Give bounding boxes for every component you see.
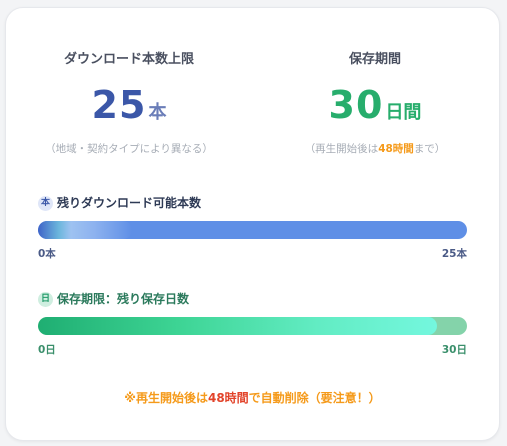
remaining-downloads-min: 0本 — [38, 248, 56, 260]
storage-note-suffix: まで） — [413, 143, 446, 155]
download-limit-title: ダウンロード本数上限 — [63, 52, 194, 67]
remaining-downloads-label: 本残りダウンロード可能本数 — [38, 194, 201, 211]
storage-period-note: （再生開始後は48時間まで） — [252, 141, 498, 156]
remaining-storage-min: 0日 — [38, 344, 56, 356]
remaining-storage-text: 保存期限：残り保存日数 — [57, 292, 190, 306]
warning-suffix: で自動削除（要注意！） — [248, 391, 381, 405]
download-info-card: ダウンロード本数上限 25 本 （地域・契約タイプにより異なる） 保存期間 30 日… — [5, 7, 500, 441]
book-count-icon: 本 — [38, 196, 53, 211]
storage-period-number: 30 — [328, 83, 384, 127]
remaining-storage-max: 30日 — [441, 344, 467, 356]
warning-prefix: ※再生開始後は — [124, 391, 208, 405]
download-limit-unit: 本 — [148, 102, 167, 123]
download-limit-note: （地域・契約タイプにより異なる） — [45, 143, 213, 155]
storage-period-unit: 日間 — [385, 102, 422, 123]
remaining-downloads-bar-fill — [38, 221, 133, 239]
remaining-storage-label: 日保存期限：残り保存日数 — [38, 290, 189, 307]
remaining-storage-bar — [38, 317, 467, 335]
remaining-downloads-text: 残りダウンロード可能本数 — [57, 196, 202, 210]
remaining-downloads-max: 25本 — [441, 248, 467, 260]
remaining-storage-bar-fill — [38, 317, 437, 335]
storage-note-prefix: （再生開始後は — [304, 143, 379, 155]
remaining-downloads-bar — [38, 221, 467, 239]
auto-delete-warning: ※再生開始後は48時間で自動削除（要注意！） — [6, 389, 499, 406]
storage-period-title: 保存期間 — [348, 52, 401, 67]
storage-note-highlight: 48時間 — [378, 143, 414, 155]
storage-period-value: 30 日間 — [252, 86, 498, 124]
calendar-day-icon: 日 — [38, 292, 53, 307]
warning-highlight: 48時間 — [207, 391, 249, 405]
download-limit-number: 25 — [91, 83, 147, 127]
download-limit-value: 25 本 — [6, 86, 252, 124]
